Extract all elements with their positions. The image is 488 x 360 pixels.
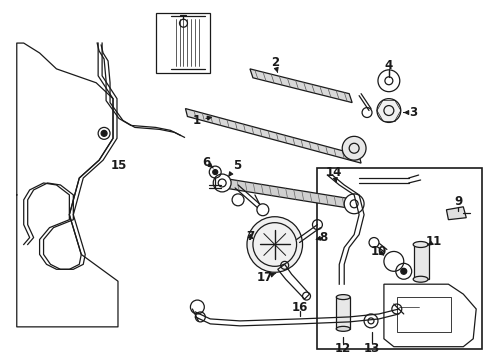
Bar [396, 297, 450, 332]
Text: 12: 12 [334, 342, 351, 355]
Bar [317, 168, 481, 349]
Circle shape [368, 238, 378, 247]
Polygon shape [446, 207, 466, 220]
Circle shape [101, 130, 107, 136]
Bar [336, 297, 349, 329]
Circle shape [212, 170, 217, 175]
Text: 10: 10 [370, 245, 386, 258]
Text: 7: 7 [245, 230, 253, 243]
Circle shape [400, 268, 406, 274]
Polygon shape [222, 178, 358, 210]
Text: 11: 11 [425, 235, 441, 248]
Ellipse shape [336, 327, 349, 331]
Circle shape [232, 194, 244, 206]
Text: 15: 15 [111, 159, 127, 172]
Bar [155, 13, 210, 73]
Circle shape [213, 174, 231, 192]
Text: 1: 1 [192, 114, 211, 127]
Text: 2: 2 [270, 57, 278, 72]
Text: 6: 6 [202, 156, 213, 168]
Text: 8: 8 [316, 231, 327, 244]
Text: 13: 13 [363, 342, 379, 355]
Text: 14: 14 [325, 166, 342, 182]
Text: 5: 5 [228, 159, 241, 177]
Text: 9: 9 [453, 195, 462, 208]
Circle shape [344, 194, 364, 214]
Text: 16: 16 [291, 301, 307, 314]
Polygon shape [249, 69, 351, 103]
Text: 4: 4 [384, 59, 392, 72]
Bar [413, 244, 427, 279]
Ellipse shape [336, 294, 349, 300]
Circle shape [383, 251, 403, 271]
Circle shape [376, 99, 400, 122]
Circle shape [256, 204, 268, 216]
Circle shape [246, 217, 302, 272]
Ellipse shape [412, 242, 427, 247]
Ellipse shape [412, 276, 427, 282]
Polygon shape [185, 109, 360, 163]
Circle shape [342, 136, 366, 160]
Text: 17: 17 [256, 271, 275, 284]
Text: 3: 3 [403, 106, 417, 119]
